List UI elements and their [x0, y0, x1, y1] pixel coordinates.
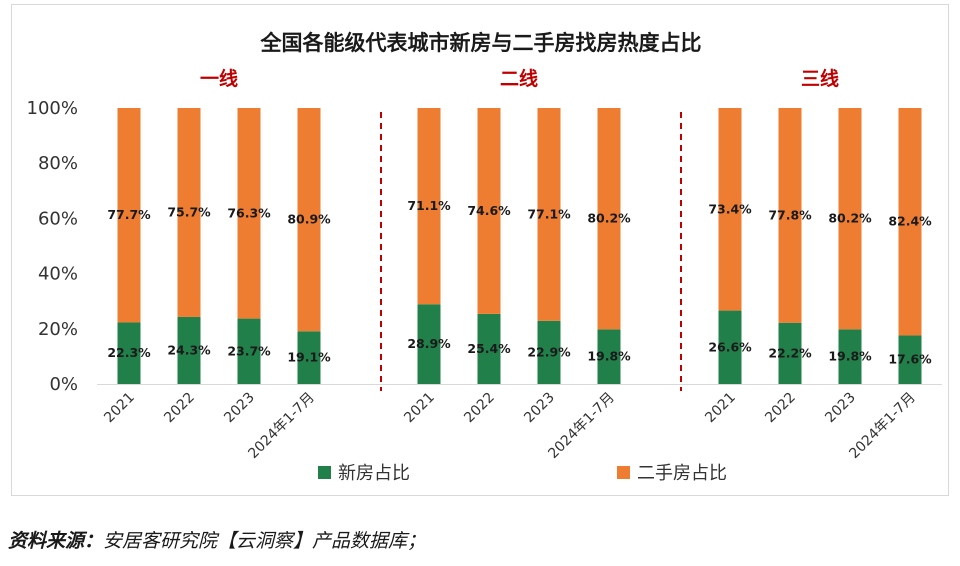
data-label-second: 74.6% [467, 203, 511, 218]
y-axis: 0% 20% 40% 60% 80% 100% [27, 98, 78, 395]
x-tick-label: 2022 [461, 390, 498, 427]
bar-new [117, 322, 141, 384]
x-tick-label: 2021 [702, 390, 739, 427]
bar-second [297, 108, 321, 332]
x-tick-label: 2021 [101, 390, 138, 427]
y-tick-label: 80% [38, 153, 78, 174]
data-label-new: 26.6% [708, 339, 752, 354]
data-label-second: 77.7% [107, 207, 151, 222]
bar-new [237, 318, 261, 384]
data-label-second: 77.1% [527, 206, 571, 221]
y-tick-label: 100% [27, 98, 78, 119]
group-labels: 一线 二线 三线 [200, 67, 839, 90]
x-tick-label: 2023 [822, 390, 859, 427]
x-tick-label: 2022 [762, 390, 799, 427]
legend-label-second: 二手房占比 [637, 463, 727, 484]
legend: 新房占比 二手房占比 [318, 463, 727, 484]
data-label-new: 22.9% [527, 344, 571, 359]
data-label-second: 75.7% [167, 204, 211, 219]
data-label-second: 80.2% [587, 211, 631, 226]
data-label-new: 22.2% [768, 345, 812, 360]
source-text: 安居客研究院【云洞察】产品数据库； [103, 530, 427, 552]
bar-new [297, 331, 321, 384]
data-label-new: 22.3% [107, 345, 151, 360]
x-tick-label: 2023 [221, 390, 258, 427]
data-label-new: 19.1% [287, 350, 331, 365]
bar-new [898, 335, 922, 384]
bar-new [778, 322, 802, 384]
source-note: 资料来源：安居客研究院【云洞察】产品数据库； [8, 526, 426, 553]
legend-swatch-new [318, 466, 331, 479]
data-label-second: 82.4% [888, 214, 932, 229]
data-label-new: 23.7% [227, 343, 271, 358]
bar-new [477, 313, 501, 384]
data-label-new: 19.8% [828, 349, 872, 364]
y-tick-label: 60% [38, 208, 78, 229]
bar-second [177, 108, 201, 317]
bar-second [537, 108, 561, 321]
bar-second [898, 108, 922, 336]
chart-frame: 全国各能级代表城市新房与二手房找房热度占比 0% 20% 40% 60% 80% 100%… [11, 4, 949, 496]
bar-second [597, 108, 621, 330]
bar-new [718, 310, 742, 384]
y-tick-label: 20% [38, 319, 78, 340]
bar-second [477, 108, 501, 314]
data-label-second: 80.9% [287, 212, 331, 227]
chart-title: 全国各能级代表城市新房与二手房找房热度占比 [260, 31, 702, 55]
bar-new [537, 320, 561, 384]
group-label: 三线 [801, 67, 839, 90]
source-label: 资料来源： [8, 530, 104, 552]
bar-second [718, 108, 742, 311]
y-tick-label: 40% [38, 264, 78, 285]
legend-swatch-second [617, 466, 630, 479]
bar-second [417, 108, 441, 305]
data-label-new: 28.9% [407, 336, 451, 351]
bar-new [177, 316, 201, 384]
stacked-bar-chart: 全国各能级代表城市新房与二手房找房热度占比 0% 20% 40% 60% 80% 100%… [27, 31, 942, 484]
legend-label-new: 新房占比 [338, 463, 410, 484]
group-label: 二线 [500, 67, 538, 90]
bar-new [417, 304, 441, 384]
data-label-new: 17.6% [888, 352, 932, 367]
data-labels: 22.3% 77.7% 24.3% 75.7% 23.7% 76.3% 19.1% 80.9%… [107, 198, 932, 367]
x-tick-label: 2021 [401, 390, 438, 427]
group-label: 一线 [200, 67, 238, 90]
bar-new [597, 329, 621, 384]
data-label-second: 80.2% [828, 211, 872, 226]
bar-second [778, 108, 802, 323]
data-label-second: 71.1% [407, 198, 451, 213]
bars [117, 108, 922, 384]
bar-new [838, 329, 862, 384]
data-label-second: 77.8% [768, 207, 812, 222]
x-tick-label: 2023 [521, 390, 558, 427]
data-label-second: 76.3% [227, 205, 271, 220]
x-tick-label: 2022 [161, 390, 198, 427]
bar-second [237, 108, 261, 319]
data-label-second: 73.4% [708, 201, 752, 216]
y-tick-label: 0% [49, 374, 78, 395]
data-label-new: 24.3% [167, 342, 211, 357]
group-dividers [380, 112, 682, 391]
data-label-new: 19.8% [587, 349, 631, 364]
data-label-new: 25.4% [467, 341, 511, 356]
bar-second [838, 108, 862, 330]
bar-second [117, 108, 141, 323]
